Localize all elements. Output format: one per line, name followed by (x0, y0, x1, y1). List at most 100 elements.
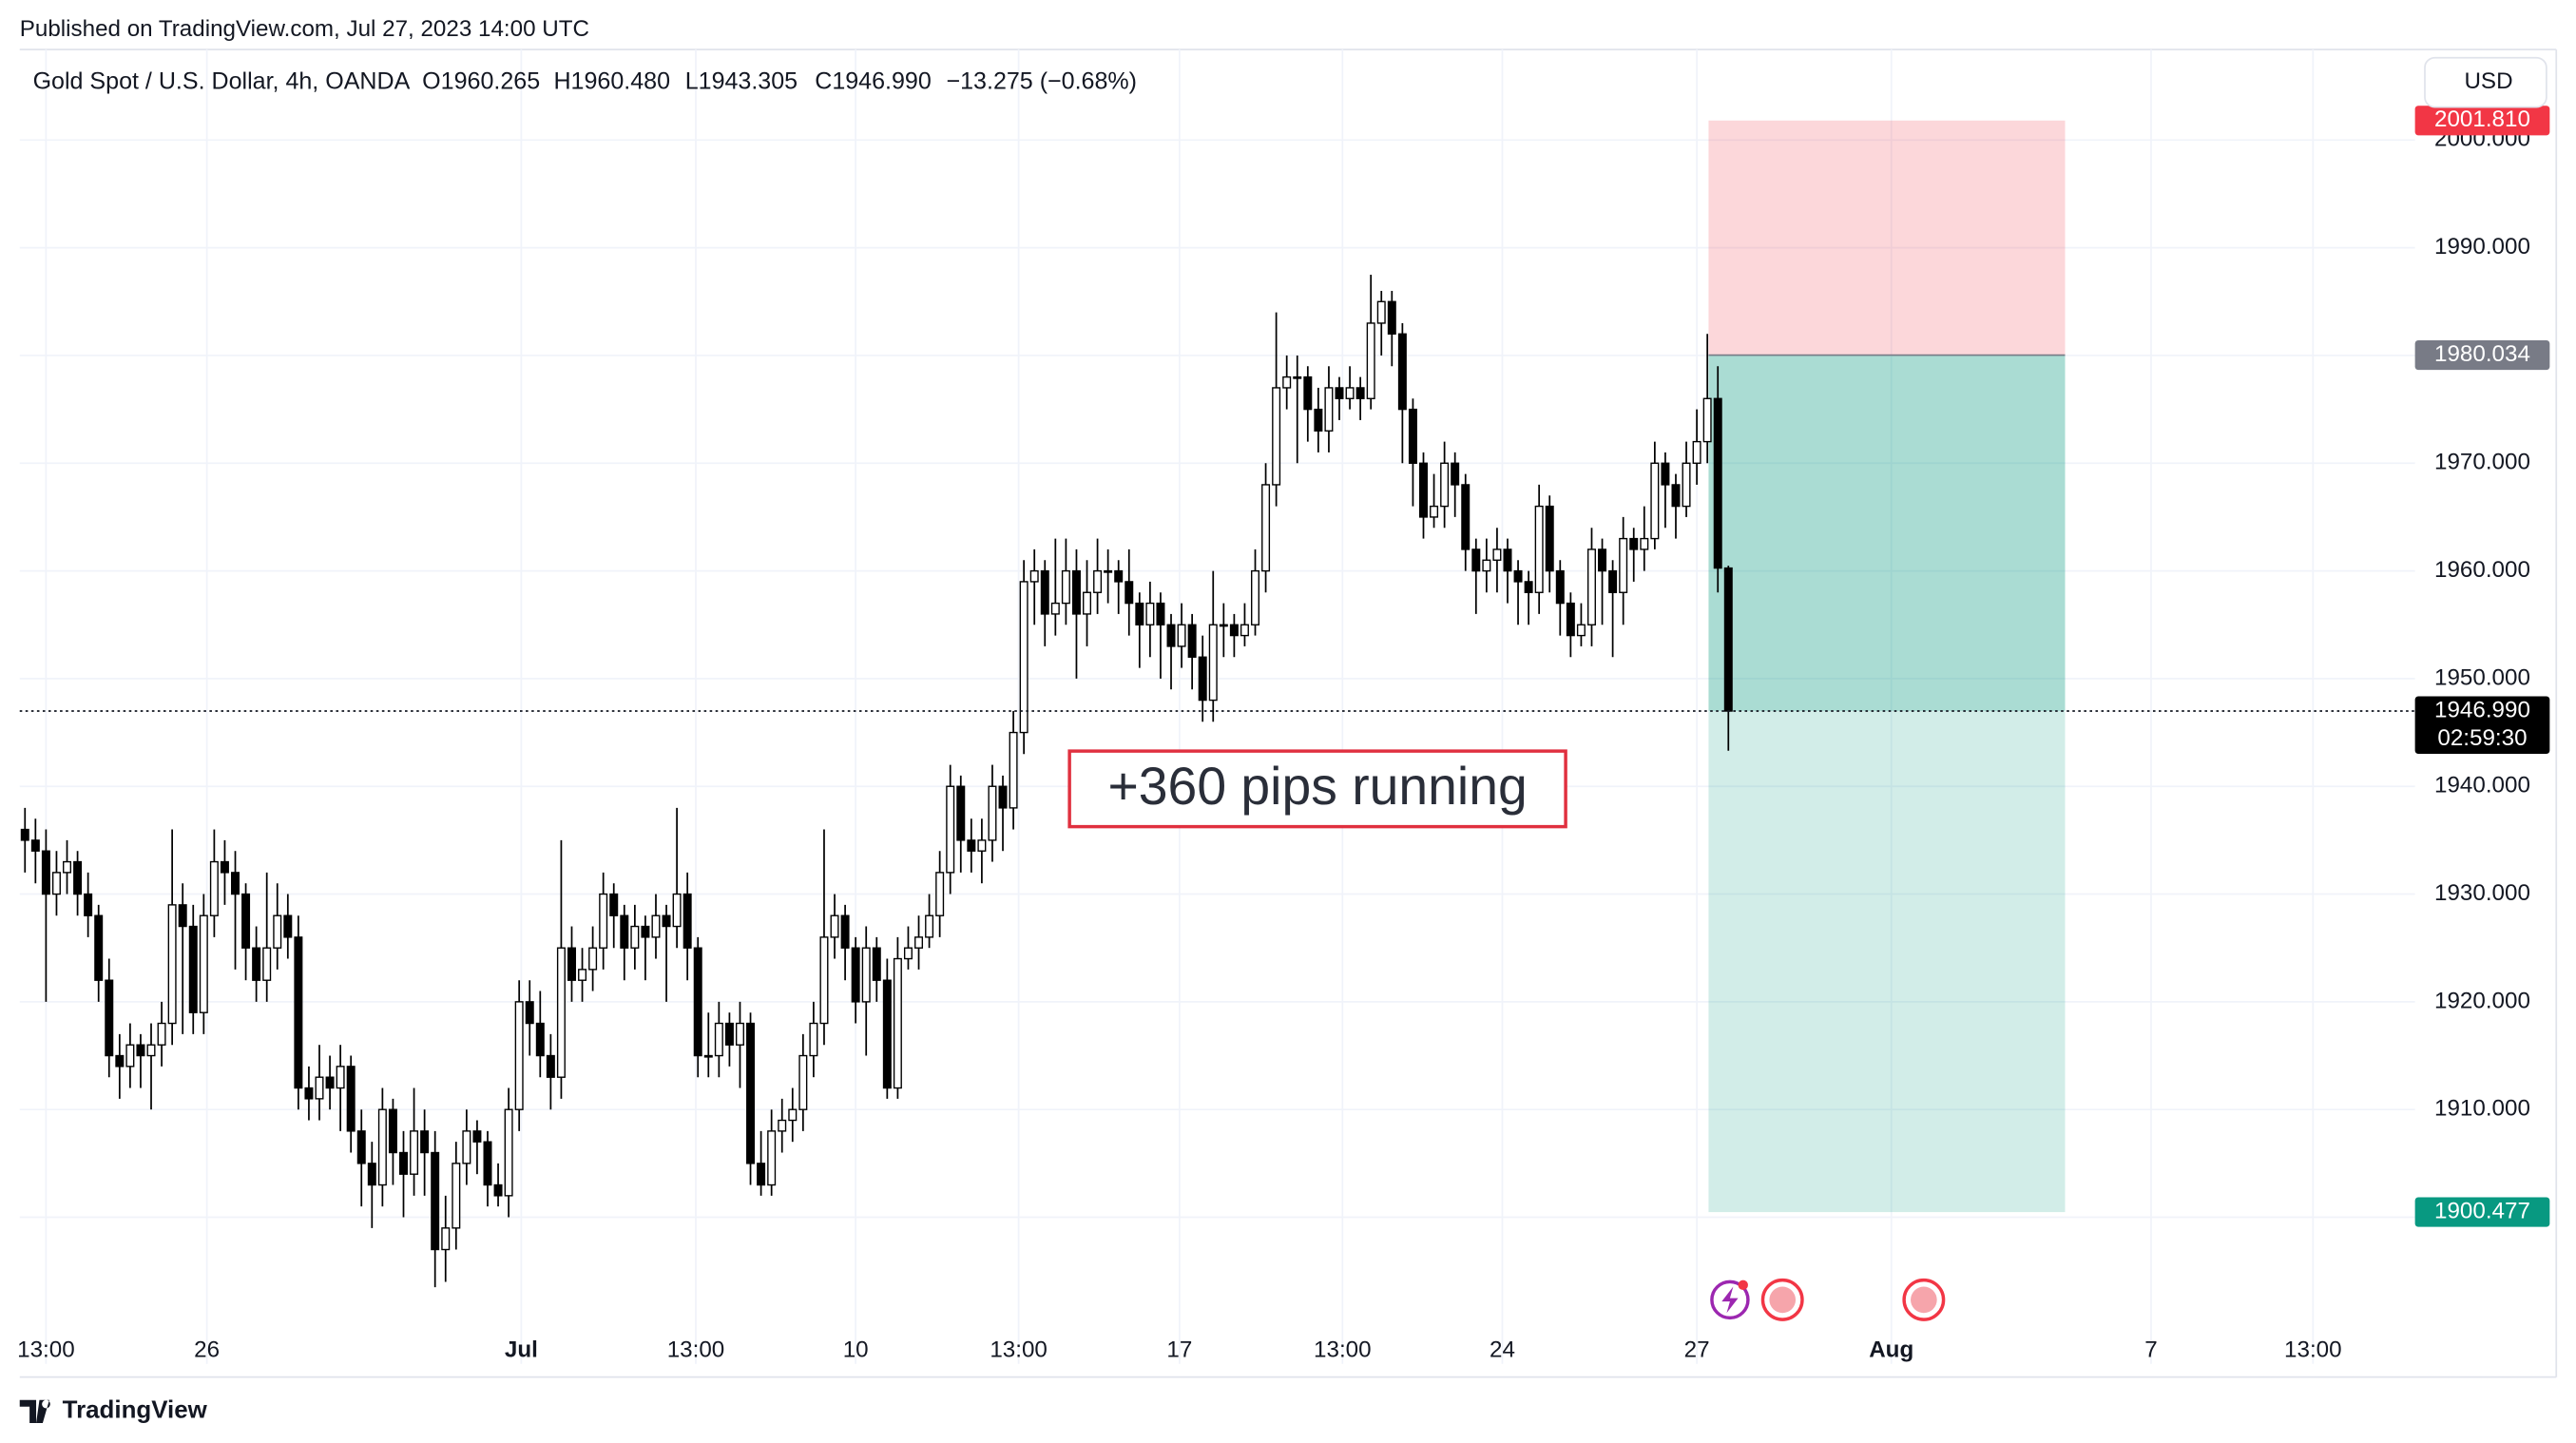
last-price-tag (2414, 696, 2550, 754)
candle-body (94, 914, 104, 981)
candle-body (956, 785, 966, 841)
price-tag-label: 1980.034 (2434, 341, 2530, 367)
candle-body (514, 1001, 524, 1110)
candle-body (620, 914, 629, 949)
candle-body (367, 1163, 376, 1186)
candle-body (767, 1130, 777, 1186)
candle-body (903, 947, 913, 960)
candle-body (304, 1087, 314, 1100)
candle-body (946, 785, 955, 874)
symbol-title: Gold Spot / U.S. Dollar, 4h, OANDA (33, 67, 411, 94)
candle-body (967, 839, 976, 852)
candle-body (388, 1108, 397, 1154)
target-zone (1708, 355, 2066, 1213)
open-label: O1960.265 (422, 67, 540, 94)
candle-body (105, 979, 114, 1057)
candle-body (1198, 656, 1207, 702)
candle-body (1019, 581, 1028, 734)
candle-body (1229, 624, 1239, 637)
candle-body (157, 1022, 166, 1046)
candle-body (472, 1130, 482, 1143)
candle-body (1492, 548, 1502, 561)
candle-body (1335, 387, 1344, 399)
x-tick-label: 13:00 (2284, 1337, 2342, 1362)
candle-body (588, 947, 598, 971)
candle-body (504, 1108, 513, 1197)
candle-body (1524, 581, 1533, 593)
candle-body (1471, 548, 1481, 572)
candle-body (315, 1076, 324, 1100)
candle-body (1272, 387, 1281, 486)
candle-body (1345, 387, 1355, 399)
candle-body (925, 914, 934, 938)
candle-body (935, 872, 945, 916)
y-tick-label: 1990.000 (2434, 234, 2530, 260)
grid (19, 49, 2415, 1364)
candle-body (1419, 462, 1428, 518)
candle-body (861, 947, 871, 1003)
candle-body (220, 860, 229, 874)
candle-body (1324, 387, 1334, 432)
candle-body (1282, 375, 1292, 389)
candle-body (1397, 333, 1407, 411)
candle-body (346, 1066, 356, 1132)
y-tick-label: 1910.000 (2434, 1096, 2530, 1122)
running-zone (1708, 355, 2066, 712)
candle-body (851, 947, 860, 1003)
candle-body (146, 1044, 156, 1057)
candle-body (1314, 408, 1323, 432)
candle-body (746, 1022, 756, 1164)
candle-body (1566, 602, 1575, 637)
candles (20, 274, 1733, 1288)
event-flag-fill (1911, 1286, 1937, 1314)
candle-body (882, 979, 892, 1089)
change-label: −13.275 (−0.68%) (947, 67, 1138, 94)
candle-body (1293, 375, 1302, 379)
currency-button[interactable] (2424, 56, 2547, 108)
candle-body (283, 914, 293, 938)
candle-body (535, 1022, 545, 1057)
candle-body (1555, 569, 1565, 605)
candle-body (1619, 537, 1628, 593)
y-tick-label: 1940.000 (2434, 773, 2530, 798)
candle-body (1251, 569, 1259, 625)
candle-body (1598, 548, 1607, 572)
candle-body (830, 914, 839, 938)
candle-body (546, 1054, 555, 1078)
x-tick-label: 10 (843, 1337, 869, 1362)
candle-body (1451, 462, 1460, 486)
candle-body (1187, 624, 1197, 658)
candle-body (578, 969, 587, 981)
candle-body (819, 936, 829, 1025)
candle-body (1713, 397, 1722, 569)
candle-body (599, 893, 608, 949)
candle-body (1009, 731, 1018, 809)
candle-body (1723, 567, 1733, 712)
candle-body (872, 947, 881, 981)
candle-body (840, 914, 850, 949)
x-tick-label: 27 (1684, 1337, 1710, 1362)
candle-body (241, 893, 251, 949)
candle-body (231, 872, 240, 895)
candle-body (483, 1141, 492, 1186)
y-tick-label: 1970.000 (2434, 450, 2530, 475)
x-tick-label: 13:00 (990, 1337, 1048, 1362)
candle-body (1050, 602, 1060, 615)
candle-body (714, 1022, 723, 1057)
candle-body (556, 947, 566, 1078)
event-icon-glyph (1721, 1286, 1739, 1314)
candle-body (914, 936, 924, 949)
candle-body (136, 1044, 145, 1057)
candle-body (1135, 602, 1144, 625)
candle-body (441, 1227, 451, 1251)
candle-body (1629, 537, 1639, 550)
candle-body (724, 1022, 734, 1046)
candle-body (1177, 624, 1186, 647)
brand-name: TradingView (63, 1397, 208, 1424)
candle-body (567, 947, 576, 981)
candle-body (1303, 375, 1313, 411)
candle-body (977, 839, 987, 852)
close-label: C1946.990 (815, 67, 932, 94)
candle-body (1355, 387, 1365, 399)
